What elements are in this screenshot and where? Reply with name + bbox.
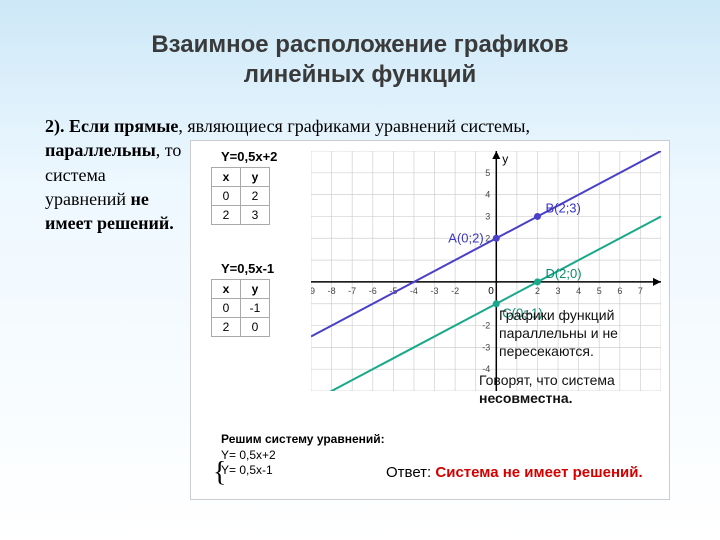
text-bold1: параллельны — [45, 140, 156, 160]
svg-text:y: y — [502, 152, 508, 166]
t1-r0c1: 2 — [241, 187, 270, 206]
svg-text:-3: -3 — [431, 286, 439, 296]
svg-text:B(2;3): B(2;3) — [545, 200, 580, 215]
svg-text:-2: -2 — [451, 286, 459, 296]
note-l2: параллельны и не — [499, 325, 618, 341]
svg-text:-4: -4 — [410, 286, 418, 296]
answer: Ответ: Система не имеет решений. — [386, 464, 643, 481]
t1-hx: x — [212, 168, 241, 187]
svg-text:0: 0 — [488, 286, 494, 297]
solve-title: Решим систему уравнений: — [221, 432, 385, 446]
t2-hx: x — [212, 280, 241, 299]
t1-hy: y — [241, 168, 270, 187]
svg-text:-6: -6 — [369, 286, 377, 296]
svg-text:-7: -7 — [348, 286, 356, 296]
svg-text:4: 4 — [576, 286, 581, 296]
svg-text:6: 6 — [617, 286, 622, 296]
eq2-label: Y=0,5x-1 — [221, 261, 274, 276]
value-table-1: xy 02 23 — [211, 167, 270, 225]
svg-text:-2: -2 — [482, 321, 490, 331]
svg-text:7: 7 — [638, 286, 643, 296]
t1-r0c0: 0 — [212, 187, 241, 206]
text-mid: , являющиеся графиками уравнений системы… — [178, 116, 530, 136]
page-title: Взаимное расположение графиков линейных … — [45, 30, 675, 90]
eq1-label: Y=0,5x+2 — [221, 149, 277, 164]
brace-icon: { — [213, 457, 226, 489]
t2-r0c0: 0 — [212, 299, 241, 318]
note-l1: Графики функций — [499, 307, 614, 323]
title-line2: линейных функций — [244, 61, 476, 88]
note-l4: Говорят, что система — [479, 372, 615, 388]
t1-r1c0: 2 — [212, 206, 241, 225]
note-l3: пересекаются. — [499, 343, 594, 359]
note-parallel: Графики функций параллельны и не пересек… — [499, 306, 649, 361]
svg-text:A(0;2): A(0;2) — [448, 230, 483, 245]
answer-text: Система не имеет решений. — [435, 464, 642, 481]
svg-text:3: 3 — [485, 211, 490, 221]
solve-system: Решим систему уравнений: Y= 0,5x+2 Y= 0,… — [221, 432, 385, 479]
t2-r1c0: 2 — [212, 318, 241, 337]
t1-r1c1: 3 — [241, 206, 270, 225]
svg-text:4: 4 — [485, 190, 490, 200]
svg-text:5: 5 — [485, 168, 490, 178]
t2-hy: y — [241, 280, 270, 299]
t2-r1c1: 0 — [241, 318, 270, 337]
solve-e2: Y= 0,5x-1 — [221, 463, 273, 477]
title-line1: Взаимное расположение графиков — [151, 31, 568, 58]
t2-r0c1: -1 — [241, 299, 270, 318]
figure: Y=0,5x+2 xy 02 23 Y=0,5x-1 xy 0-1 20 -9-… — [190, 140, 670, 500]
value-table-2: xy 0-1 20 — [211, 279, 270, 337]
answer-label: Ответ: — [386, 464, 431, 481]
svg-text:-9: -9 — [311, 286, 315, 296]
svg-text:2: 2 — [535, 286, 540, 296]
text-prefix: 2). Если прямые — [45, 116, 178, 136]
svg-text:3: 3 — [556, 286, 561, 296]
svg-text:D(2;0): D(2;0) — [545, 266, 581, 281]
svg-text:-8: -8 — [328, 286, 336, 296]
note-inconsistent: Говорят, что система несовместна. — [479, 371, 649, 407]
svg-text:-3: -3 — [482, 342, 490, 352]
svg-text:5: 5 — [597, 286, 602, 296]
note-l5: несовместна. — [479, 390, 573, 406]
solve-e1: Y= 0,5x+2 — [221, 448, 276, 462]
